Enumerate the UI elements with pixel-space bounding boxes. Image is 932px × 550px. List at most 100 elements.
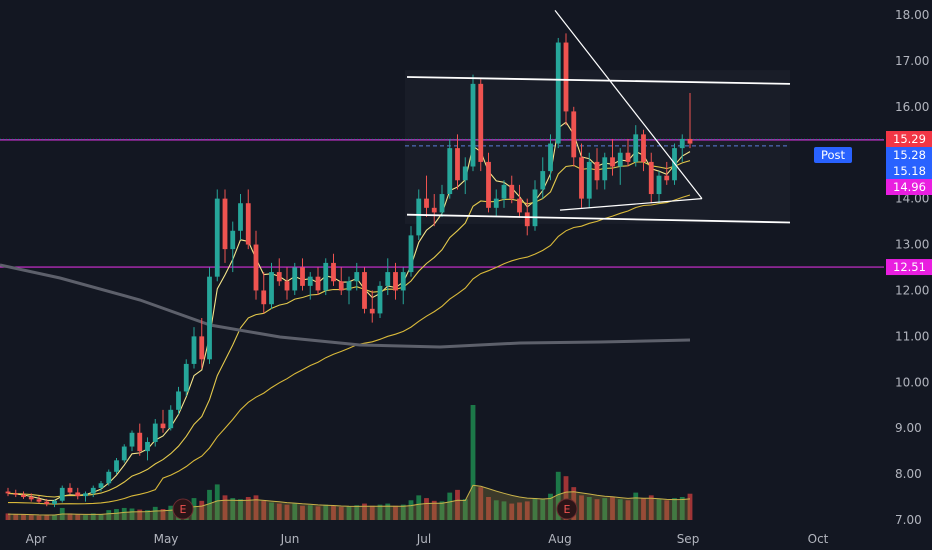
candle-body: [191, 336, 197, 364]
volume-bar: [238, 499, 243, 520]
volume-bar: [292, 503, 298, 520]
y-tick-label: 16.00: [895, 100, 929, 114]
candle-body: [207, 276, 212, 360]
volume-bar: [408, 500, 414, 520]
y-tick-label: 10.00: [895, 375, 929, 389]
volume-bar: [656, 499, 662, 520]
volume-bar: [625, 500, 631, 520]
volume-bar: [509, 503, 515, 520]
triangle-lower-line[interactable]: [559, 198, 703, 211]
volume-bar: [586, 497, 592, 520]
candle-body: [455, 148, 460, 181]
y-tick-label: 14.00: [895, 192, 929, 206]
candle-body: [625, 152, 631, 162]
volume-ma-line: [7, 484, 691, 516]
candle-body: [517, 198, 522, 213]
volume-ma-area: [8, 485, 690, 520]
candle-body: [59, 487, 65, 501]
volume-bar: [362, 503, 367, 520]
candle-body: [121, 446, 127, 461]
volume-bar: [90, 513, 96, 520]
volume-bar: [346, 506, 352, 520]
earnings-badge: [556, 498, 578, 520]
candle-body: [408, 235, 414, 273]
candle-body: [532, 189, 538, 227]
volume-bar: [284, 504, 290, 520]
volume-bar: [160, 509, 166, 520]
candle-body: [362, 272, 367, 309]
candle-body: [199, 336, 205, 360]
volume-bar: [354, 505, 360, 520]
candle-body: [478, 83, 484, 162]
volume-bar: [315, 506, 321, 520]
candle-body: [540, 171, 546, 190]
volume-bar: [532, 498, 538, 520]
candle-body: [315, 276, 321, 291]
volume-bar: [470, 405, 476, 520]
ma-slow-line: [8, 194, 691, 505]
volume-bar: [517, 502, 522, 520]
candle-body: [168, 409, 174, 429]
x-tick-label: May: [154, 532, 179, 546]
candle-body: [145, 441, 150, 452]
candle-body: [470, 83, 476, 167]
candle-body: [346, 281, 352, 291]
candle-body: [594, 161, 600, 181]
candle-body: [5, 491, 11, 494]
volume-bar: [152, 506, 158, 520]
ma-long-line: [0, 263, 691, 349]
y-tick-label: 13.00: [895, 238, 929, 252]
volume-bar: [307, 505, 313, 520]
y-tick-label: 11.00: [895, 329, 929, 343]
candle-body: [633, 134, 639, 162]
triangle-upper-line[interactable]: [554, 10, 703, 200]
candle-body: [331, 262, 336, 282]
volume-bar: [28, 515, 34, 520]
volume-bar: [664, 500, 670, 520]
x-tick-label: Jul: [416, 532, 431, 546]
candle-body: [238, 203, 243, 231]
channel-lower-line[interactable]: [406, 213, 791, 224]
y-tick-label: 17.00: [895, 54, 929, 68]
candle-body: [222, 198, 228, 250]
candle-body: [548, 143, 553, 172]
candle-body: [563, 42, 569, 112]
volume-bar: [191, 498, 197, 520]
volume-bar: [214, 484, 220, 520]
volume-bar: [168, 505, 174, 520]
volume-bar: [5, 513, 11, 520]
channel-upper-line[interactable]: [406, 76, 791, 85]
volume-bar: [486, 497, 491, 520]
volume-bar: [276, 503, 282, 520]
volume-bar: [540, 499, 546, 520]
volume-bar: [331, 505, 336, 520]
candle-body: [98, 483, 104, 488]
post-prefix-badge: [814, 147, 852, 163]
volume-bar: [462, 499, 468, 520]
earnings-marker[interactable]: E: [172, 498, 194, 520]
volume-bar: [424, 498, 429, 520]
volume-bar: [75, 514, 81, 520]
price-tag-label: 15.29: [893, 132, 926, 146]
candle-body: [424, 198, 429, 208]
candle-body: [276, 272, 282, 282]
volume-bar: [121, 507, 127, 520]
volume-bar: [393, 505, 398, 520]
volume-bar: [98, 513, 104, 520]
candle-body: [44, 501, 50, 504]
volume-bar: [269, 502, 274, 520]
earnings-marker[interactable]: E: [556, 498, 578, 520]
price-tags: 15.29 Post 15.28 15.18 14.96 12.51: [814, 131, 932, 276]
volume-bar: [377, 504, 383, 520]
candle-body: [431, 207, 437, 213]
volume-bar: [369, 505, 375, 520]
candles: [5, 33, 693, 508]
candle-body: [447, 148, 453, 195]
candle-body: [385, 272, 391, 286]
candle-body: [292, 267, 298, 291]
candle-body: [176, 391, 181, 410]
volume-bar: [501, 501, 507, 520]
candle-body: [21, 494, 26, 498]
